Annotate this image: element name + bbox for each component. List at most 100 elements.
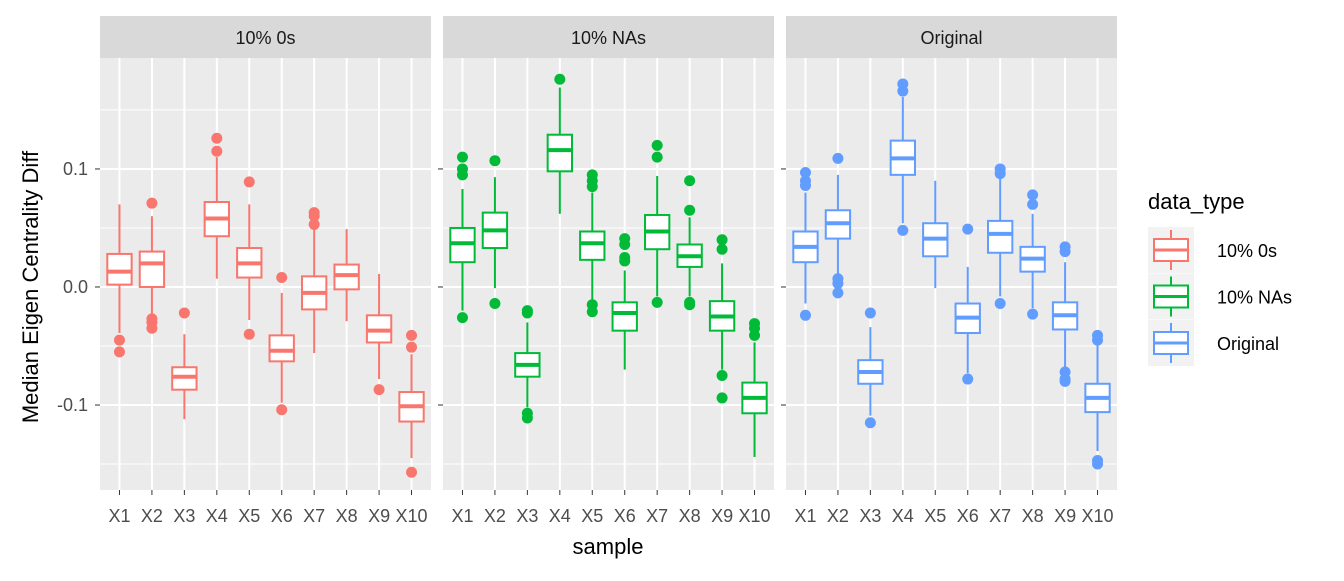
- outlier-point: [832, 277, 844, 289]
- outlier-point: [113, 334, 125, 346]
- legend-label: Original: [1217, 334, 1279, 354]
- box-X5: [236, 176, 263, 340]
- outlier-point: [897, 224, 909, 236]
- x-tick-label: X6: [271, 506, 293, 526]
- box-iqr: [268, 334, 295, 363]
- box-X1: [106, 204, 133, 358]
- box-X1: [449, 151, 476, 324]
- x-tick-label: X1: [794, 506, 816, 526]
- legend-key: [1148, 273, 1194, 320]
- box-X1: [792, 166, 819, 321]
- outlier-point: [962, 373, 974, 385]
- outlier-point: [799, 166, 811, 178]
- outlier-point: [897, 78, 909, 90]
- x-tick-label: X5: [581, 506, 603, 526]
- x-tick-label: X7: [646, 506, 668, 526]
- box-iqr: [579, 230, 606, 261]
- outlier-point: [586, 169, 598, 181]
- outlier-point: [178, 307, 190, 319]
- x-tick-label: X8: [679, 506, 701, 526]
- legend-label: 10% 0s: [1217, 241, 1277, 261]
- outlier-point: [276, 404, 288, 416]
- box-X3: [857, 307, 884, 429]
- outlier-point: [1092, 458, 1104, 470]
- outlier-point: [113, 346, 125, 358]
- x-axis-title: sample: [573, 534, 644, 559]
- x-tick-label: X3: [859, 506, 881, 526]
- box-X10: [741, 318, 768, 457]
- x-tick-label: X10: [396, 506, 428, 526]
- legend: data_type 10% 0s 10% NAs Original: [1148, 189, 1292, 366]
- outlier-point: [619, 233, 631, 245]
- y-tick-label: -0.1: [57, 395, 88, 415]
- box-X4: [889, 78, 916, 236]
- outlier-point: [832, 287, 844, 299]
- x-tick-label: X2: [141, 506, 163, 526]
- x-tick-label: X8: [336, 506, 358, 526]
- x-tick-label: X10: [739, 506, 771, 526]
- outlier-point: [716, 392, 728, 404]
- outlier-point: [651, 151, 663, 163]
- box-X6: [268, 272, 295, 416]
- legend-key: [1148, 227, 1194, 273]
- outlier-point: [864, 307, 876, 319]
- box-X3: [171, 307, 198, 420]
- outlier-point: [799, 175, 811, 187]
- outlier-point: [994, 298, 1006, 310]
- outlier-point: [799, 309, 811, 321]
- outlier-point: [1059, 375, 1071, 387]
- box-X4: [203, 132, 230, 279]
- x-tick-label: X7: [303, 506, 325, 526]
- outlier-point: [651, 139, 663, 151]
- panel-background: [443, 58, 774, 490]
- box-iqr: [106, 252, 133, 286]
- box-X8: [1019, 189, 1046, 320]
- outlier-point: [211, 132, 223, 144]
- y-axis-title: Median Eigen Centrality Diff: [18, 150, 43, 423]
- facet-strip: [100, 16, 431, 58]
- outlier-point: [749, 329, 761, 341]
- x-tick-label: X3: [516, 506, 538, 526]
- outlier-point: [1059, 241, 1071, 253]
- outlier-point: [521, 307, 533, 319]
- outlier-point: [456, 312, 468, 324]
- box-X10: [398, 329, 425, 478]
- outlier-point: [456, 163, 468, 175]
- box-X2: [824, 152, 852, 299]
- outlier-point: [146, 197, 158, 209]
- outlier-point: [684, 299, 696, 311]
- outlier-point: [276, 272, 288, 284]
- facet-strip-label: Original: [920, 28, 982, 48]
- outlier-point: [406, 329, 418, 341]
- box-X6: [611, 233, 638, 370]
- outlier-point: [489, 155, 501, 167]
- facet-strip: [786, 16, 1117, 58]
- x-tick-label: X7: [989, 506, 1011, 526]
- x-tick-label: X6: [957, 506, 979, 526]
- box-X7: [301, 207, 328, 354]
- box-X4: [546, 73, 573, 214]
- outlier-point: [684, 175, 696, 187]
- legend-title: data_type: [1148, 189, 1245, 214]
- outlier-point: [373, 384, 385, 396]
- outlier-point: [456, 151, 468, 163]
- outlier-point: [716, 234, 728, 246]
- facet-panel: 10% 0s X1 X2 X3 X4 X5 X6 X7 X8 X9 X10: [95, 16, 431, 526]
- box-X6: [954, 223, 981, 385]
- legend-key: [1148, 320, 1194, 366]
- box-iqr: [611, 301, 638, 332]
- box-X9: [365, 274, 393, 396]
- box-X7: [987, 163, 1014, 310]
- x-tick-label: X10: [1082, 506, 1114, 526]
- legend-label: 10% NAs: [1217, 288, 1292, 308]
- x-tick-label: X9: [368, 506, 390, 526]
- outlier-point: [308, 207, 320, 219]
- outlier-point: [489, 298, 501, 310]
- x-tick-label: X6: [614, 506, 636, 526]
- x-tick-label: X8: [1022, 506, 1044, 526]
- outlier-point: [554, 73, 566, 85]
- x-tick-label: X3: [173, 506, 195, 526]
- x-tick-label: X9: [1054, 506, 1076, 526]
- outlier-point: [406, 341, 418, 353]
- box-X9: [708, 234, 736, 404]
